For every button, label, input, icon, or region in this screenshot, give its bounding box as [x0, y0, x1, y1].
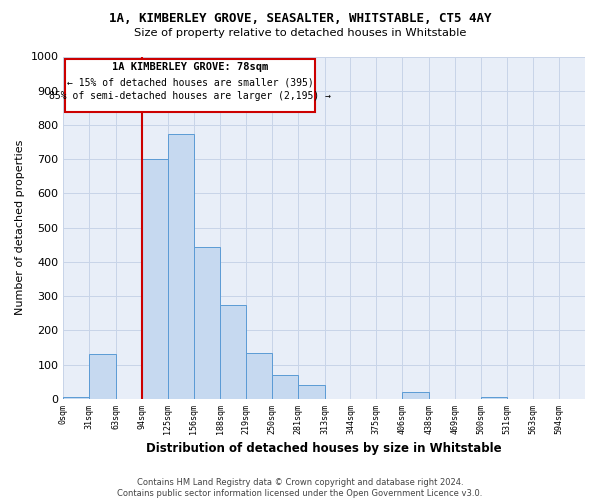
Text: 1A KIMBERLEY GROVE: 78sqm: 1A KIMBERLEY GROVE: 78sqm	[112, 62, 268, 72]
Y-axis label: Number of detached properties: Number of detached properties	[15, 140, 25, 316]
Bar	[402, 392, 429, 399]
Bar	[272, 375, 298, 399]
Bar	[246, 352, 272, 399]
Text: ← 15% of detached houses are smaller (395): ← 15% of detached houses are smaller (39…	[67, 77, 314, 87]
Bar	[168, 134, 194, 399]
Text: Size of property relative to detached houses in Whitstable: Size of property relative to detached ho…	[134, 28, 466, 38]
Bar	[298, 385, 325, 399]
Bar	[142, 159, 168, 399]
X-axis label: Distribution of detached houses by size in Whitstable: Distribution of detached houses by size …	[146, 442, 502, 455]
Bar	[64, 397, 89, 399]
Bar	[220, 306, 246, 399]
Bar	[89, 354, 116, 399]
Text: 85% of semi-detached houses are larger (2,195) →: 85% of semi-detached houses are larger (…	[49, 91, 331, 101]
Bar	[194, 247, 220, 399]
Bar	[481, 397, 506, 399]
FancyBboxPatch shape	[65, 59, 316, 112]
Text: Contains HM Land Registry data © Crown copyright and database right 2024.
Contai: Contains HM Land Registry data © Crown c…	[118, 478, 482, 498]
Text: 1A, KIMBERLEY GROVE, SEASALTER, WHITSTABLE, CT5 4AY: 1A, KIMBERLEY GROVE, SEASALTER, WHITSTAB…	[109, 12, 491, 26]
